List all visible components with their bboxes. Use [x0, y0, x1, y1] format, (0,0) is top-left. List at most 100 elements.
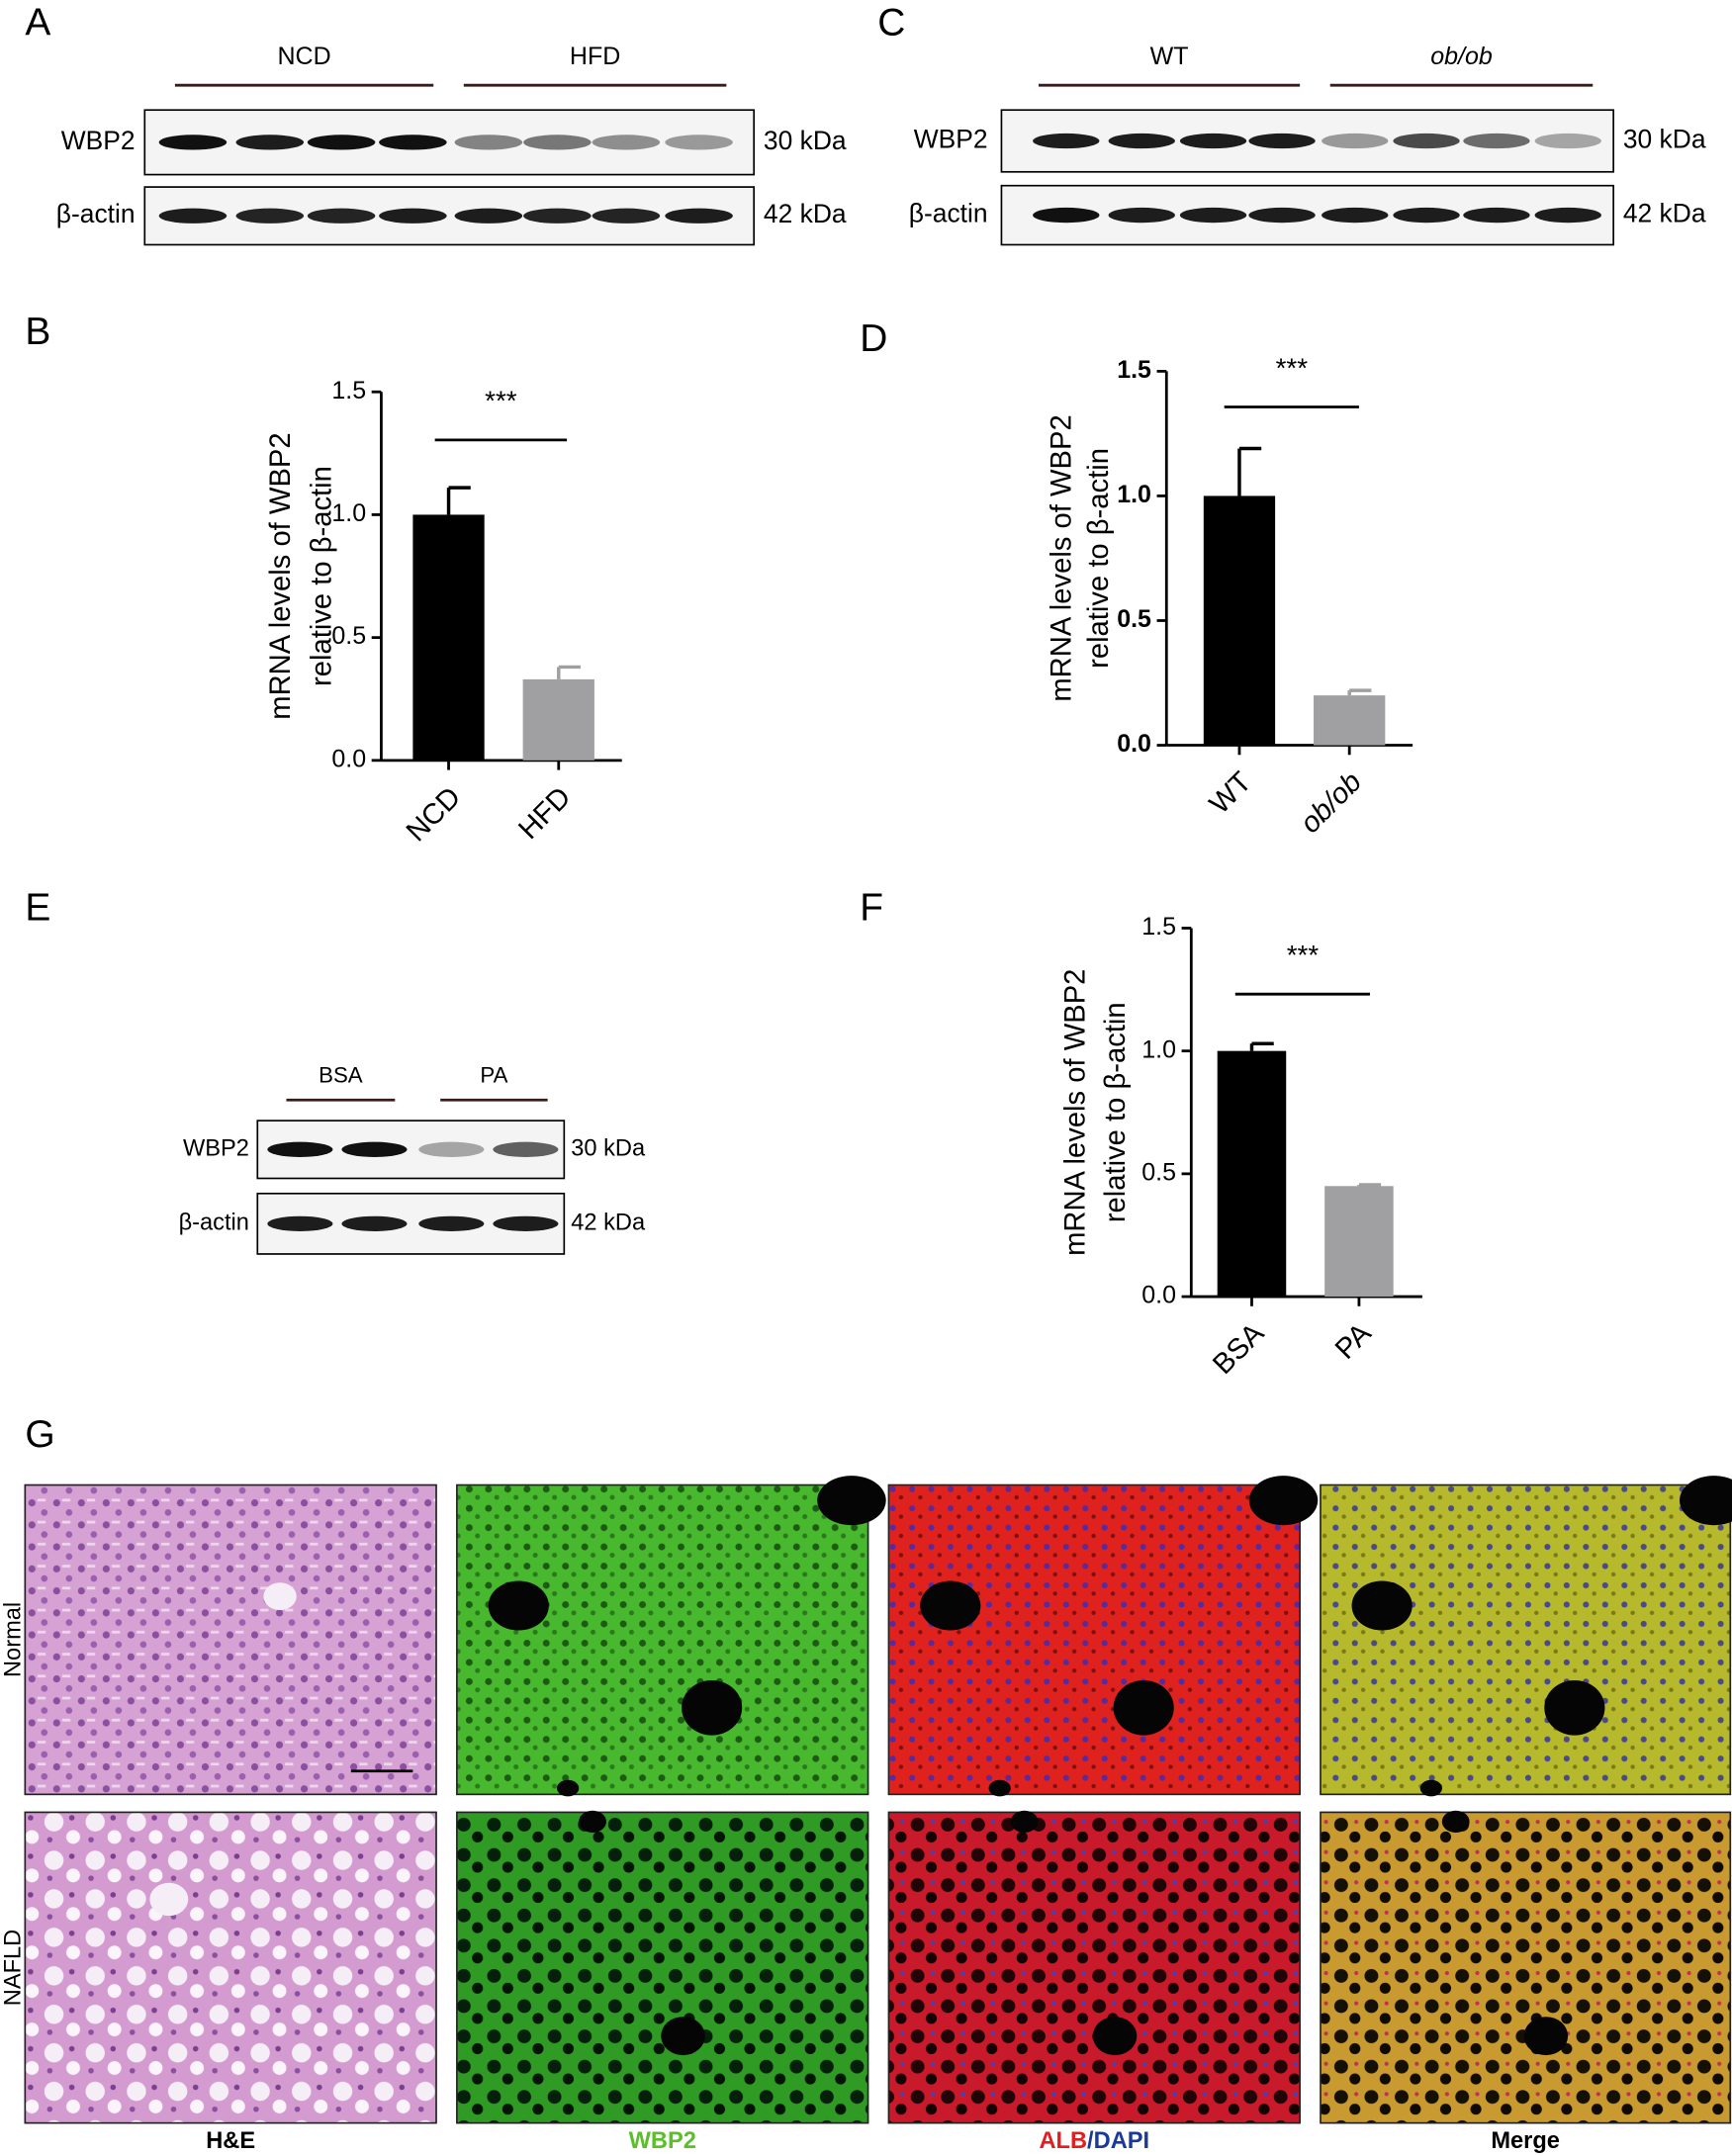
band	[341, 1215, 408, 1232]
band	[523, 135, 592, 150]
x-tick-label: NCD	[401, 781, 467, 848]
y-axis-label: relative to β-actin	[307, 466, 338, 686]
y-axis-label: mRNA levels of WBP2	[265, 432, 297, 719]
column-label-part: Merge	[1491, 2128, 1560, 2154]
y-axis-label: mRNA levels of WBP2	[1047, 414, 1078, 701]
y-tick-label: 1.0	[1141, 1035, 1176, 1063]
band	[1108, 133, 1175, 149]
protein-label: β-actin	[56, 199, 136, 228]
column-label-part: DAPI	[1094, 2128, 1149, 2154]
vessel	[488, 1580, 549, 1631]
panel-label: B	[25, 311, 50, 353]
band	[592, 208, 661, 224]
band	[418, 1215, 485, 1232]
panel-label: A	[25, 1, 50, 44]
column-label-part: ALB	[1039, 2128, 1087, 2154]
micrograph	[887, 1811, 1301, 2124]
significance-label: ***	[1276, 352, 1309, 383]
vessel	[579, 1810, 606, 1833]
vessel	[682, 1679, 743, 1736]
bar	[1324, 1186, 1394, 1298]
band	[1534, 207, 1601, 224]
band	[1393, 207, 1460, 224]
micrograph	[456, 1483, 869, 1796]
band	[592, 135, 661, 150]
vessel	[1544, 1679, 1605, 1736]
column-label-part: WBP2	[629, 2128, 696, 2154]
vessel	[557, 1779, 580, 1797]
bar	[412, 514, 485, 761]
size-label: 30 kDa	[764, 126, 847, 155]
panel-label: G	[25, 1413, 54, 1456]
band	[1463, 207, 1530, 224]
band	[379, 135, 447, 150]
bar	[1314, 695, 1386, 746]
size-label: 42 kDa	[571, 1211, 646, 1236]
size-label: 42 kDa	[764, 199, 847, 228]
band	[1179, 133, 1247, 149]
panel-label: E	[25, 887, 50, 930]
vessel	[1092, 2017, 1138, 2056]
vessel	[1010, 1810, 1039, 1833]
band	[267, 1141, 333, 1157]
panel-label: D	[860, 317, 887, 360]
micrograph	[456, 1811, 869, 2124]
band	[1108, 207, 1175, 224]
column-label-part: H&E	[206, 2128, 255, 2154]
vessel	[1679, 1476, 1732, 1526]
y-tick-label: 0.0	[331, 745, 366, 772]
band	[341, 1141, 408, 1157]
micrograph	[24, 1811, 437, 2124]
x-tick-label: WT	[1204, 766, 1258, 821]
bar	[522, 678, 594, 761]
x-tick-label: HFD	[512, 781, 577, 846]
band	[1463, 133, 1530, 149]
band	[418, 1141, 485, 1157]
vessel	[988, 1779, 1011, 1797]
band	[493, 1141, 559, 1157]
y-tick-label: 1.0	[331, 499, 366, 527]
band	[1322, 133, 1389, 149]
group-label: BSA	[319, 1062, 363, 1087]
group-label: ob/ob	[1430, 43, 1493, 70]
band	[665, 135, 733, 150]
vessel	[1441, 1810, 1470, 1833]
size-label: 42 kDa	[1623, 199, 1706, 228]
y-tick-label: 0.5	[331, 622, 366, 650]
error-bar	[1237, 446, 1262, 496]
column-label: H&E	[206, 2128, 255, 2154]
y-axis-label: relative to β-actin	[1100, 1002, 1132, 1222]
size-label: 30 kDa	[571, 1136, 646, 1162]
band	[379, 208, 447, 224]
column-label: WBP2	[629, 2128, 696, 2154]
band	[493, 1215, 559, 1232]
band	[235, 135, 305, 150]
micrograph	[1320, 1483, 1732, 1796]
error-bar	[1347, 688, 1372, 696]
bar	[1203, 495, 1276, 746]
group-label: HFD	[570, 43, 620, 70]
x-tick-label: PA	[1329, 1317, 1378, 1366]
column-label: Merge	[1491, 2128, 1560, 2154]
y-tick-label: 1.5	[1117, 356, 1151, 384]
band	[1248, 133, 1316, 149]
vessel	[1351, 1580, 1413, 1631]
micrograph	[887, 1483, 1301, 1796]
error-bar	[446, 486, 471, 515]
size-label: 30 kDa	[1623, 124, 1706, 153]
y-tick-label: 1.5	[331, 377, 366, 404]
vessel	[1248, 1476, 1319, 1526]
band	[307, 135, 376, 150]
protein-label: WBP2	[914, 124, 988, 153]
band	[235, 208, 305, 224]
y-tick-label: 1.5	[1141, 913, 1176, 941]
group-label: NCD	[277, 43, 330, 70]
band	[454, 135, 523, 150]
vessel	[1113, 1679, 1174, 1736]
significance-label: ***	[485, 386, 517, 416]
lumen	[263, 1582, 297, 1611]
band	[307, 208, 376, 224]
band	[267, 1215, 333, 1232]
